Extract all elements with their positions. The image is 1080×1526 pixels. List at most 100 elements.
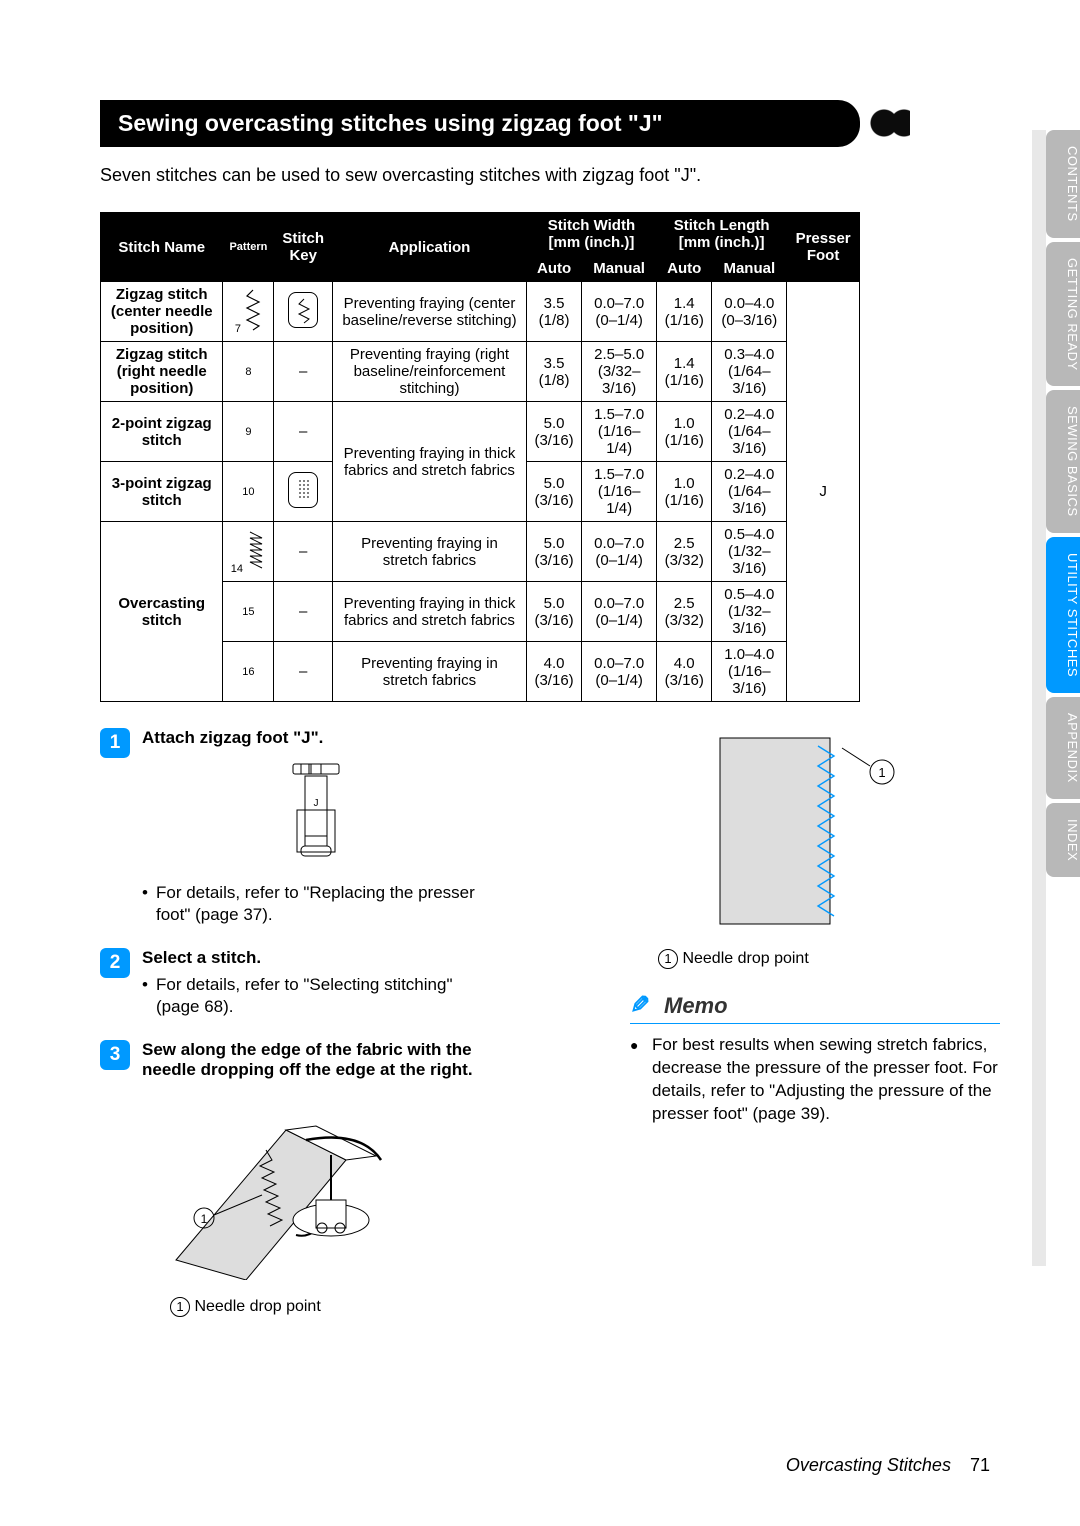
page-footer: Overcasting Stitches 71 (786, 1455, 990, 1476)
cell-wa: 3.5 (1/8) (526, 342, 581, 402)
step-title: Sew along the edge of the fabric with th… (142, 1040, 490, 1080)
cell-key: – (274, 642, 333, 702)
cell-lm: 0.2–4.0 (1/64–3/16) (712, 402, 787, 462)
cell-name: Zigzag stitch (right needle position) (101, 342, 223, 402)
cell-lm: 0.5–4.0 (1/32–3/16) (712, 522, 787, 582)
svg-text:1: 1 (201, 1212, 208, 1226)
table-row: 2-point zigzag stitch 9 – Preventing fra… (101, 402, 860, 462)
cell-wa: 5.0 (3/16) (526, 582, 581, 642)
step-number: 3 (100, 1040, 130, 1070)
steps-column: 1 Attach zigzag foot "J". J For details,… (100, 728, 490, 1339)
th-name: Stitch Name (101, 213, 223, 282)
footer-section: Overcasting Stitches (786, 1455, 951, 1475)
th-foot: Presser Foot (787, 213, 860, 282)
step-body: For details, refer to "Replacing the pre… (142, 882, 490, 926)
cell-key: – (274, 342, 333, 402)
cell-wa: 4.0 (3/16) (526, 642, 581, 702)
step-number: 2 (100, 948, 130, 978)
cell-app: Preventing fraying in thick fabrics and … (333, 402, 527, 522)
cell-name: Overcasting stitch (101, 522, 223, 702)
memo-heading: Memo (630, 993, 1000, 1024)
step-1: 1 Attach zigzag foot "J". J For details,… (100, 728, 490, 926)
section-subtitle: Seven stitches can be used to sew overca… (100, 165, 1040, 186)
cell-wm: 2.5–5.0 (3/32–3/16) (582, 342, 657, 402)
step-body: For details, refer to "Selecting stitchi… (142, 974, 490, 1018)
cell-pattern: 16 (223, 642, 274, 702)
cell-la: 1.0 (1/16) (657, 402, 712, 462)
cell-name: 3-point zigzag stitch (101, 462, 223, 522)
cell-la: 4.0 (3/16) (657, 642, 712, 702)
cell-key: – (274, 522, 333, 582)
cell-lm: 1.0–4.0 (1/16–3/16) (712, 642, 787, 702)
sewing-diagram: 1 (166, 1100, 426, 1280)
step-3: 3 Sew along the edge of the fabric with … (100, 1040, 490, 1317)
cell-lm: 0.0–4.0 (0–3/16) (712, 282, 787, 342)
right-column: 1 1 Needle drop point Memo For best resu… (630, 728, 1000, 1126)
stitch-key-icon (288, 472, 318, 508)
cell-wm: 0.0–7.0 (0–1/4) (582, 582, 657, 642)
cell-pattern: 10 (223, 462, 274, 522)
svg-text:1: 1 (878, 765, 885, 780)
cell-pattern: 9 (223, 402, 274, 462)
table-row: Zigzag stitch (right needle position) 8 … (101, 342, 860, 402)
cell-key (274, 282, 333, 342)
th-key: Stitch Key (274, 213, 333, 282)
cell-wm: 0.0–7.0 (0–1/4) (582, 282, 657, 342)
cell-la: 1.4 (1/16) (657, 342, 712, 402)
zigzag-icon (244, 288, 262, 332)
cell-key: – (274, 402, 333, 462)
step-title: Select a stitch. (142, 948, 490, 968)
cell-key (274, 462, 333, 522)
cell-app: Preventing fraying (center baseline/reve… (333, 282, 527, 342)
stitch-table: Stitch Name Pattern Stitch Key Applicati… (100, 212, 860, 702)
cell-app: Preventing fraying (right baseline/reinf… (333, 342, 527, 402)
th-w-manual: Manual (582, 256, 657, 282)
th-length: Stitch Length [mm (inch.)] (657, 213, 787, 256)
step-title: Attach zigzag foot "J". (142, 728, 490, 748)
cell-wm: 1.5–7.0 (1/16–1/4) (582, 402, 657, 462)
cell-app: Preventing fraying in stretch fabrics (333, 522, 527, 582)
cell-wa: 5.0 (3/16) (526, 462, 581, 522)
cell-app: Preventing fraying in thick fabrics and … (333, 582, 527, 642)
presser-foot-diagram: J (271, 758, 361, 868)
cell-wm: 1.5–7.0 (1/16–1/4) (582, 462, 657, 522)
cell-wa: 3.5 (1/8) (526, 282, 581, 342)
svg-text:J: J (314, 798, 319, 809)
section-title: Sewing overcasting stitches using zigzag… (100, 100, 860, 147)
caption: 1 Needle drop point (658, 949, 1000, 969)
cell-lm: 0.5–4.0 (1/32–3/16) (712, 582, 787, 642)
cell-pattern: 7 (223, 282, 274, 342)
cell-pattern: 8 (223, 342, 274, 402)
cell-foot: J (787, 282, 860, 702)
cell-key: – (274, 582, 333, 642)
overcast-icon (246, 528, 266, 572)
fabric-edge-diagram: 1 (710, 728, 910, 934)
step-number: 1 (100, 728, 130, 758)
cell-name: Zigzag stitch (center needle position) (101, 282, 223, 342)
cell-lm: 0.2–4.0 (1/64–3/16) (712, 462, 787, 522)
caption: 1 Needle drop point (170, 1297, 490, 1317)
table-row: Overcasting stitch 14 – Preventing frayi… (101, 522, 860, 582)
cell-la: 1.4 (1/16) (657, 282, 712, 342)
cell-lm: 0.3–4.0 (1/64–3/16) (712, 342, 787, 402)
memo-text: For best results when sewing stretch fab… (630, 1034, 1000, 1126)
th-l-auto: Auto (657, 256, 712, 282)
th-pattern: Pattern (223, 213, 274, 282)
cell-name: 2-point zigzag stitch (101, 402, 223, 462)
cell-la: 2.5 (3/32) (657, 522, 712, 582)
th-app: Application (333, 213, 527, 282)
table-row: Zigzag stitch (center needle position) 7… (101, 282, 860, 342)
th-w-auto: Auto (526, 256, 581, 282)
stitch-key-icon (288, 292, 318, 328)
tab-index[interactable]: INDEX (1046, 803, 1080, 877)
page-number: 71 (970, 1455, 990, 1475)
th-l-manual: Manual (712, 256, 787, 282)
cell-wm: 0.0–7.0 (0–1/4) (582, 642, 657, 702)
cell-pattern: 15 (223, 582, 274, 642)
cell-wa: 5.0 (3/16) (526, 402, 581, 462)
cell-pattern: 14 (223, 522, 274, 582)
cell-wa: 5.0 (3/16) (526, 522, 581, 582)
cell-wm: 0.0–7.0 (0–1/4) (582, 522, 657, 582)
cell-la: 1.0 (1/16) (657, 462, 712, 522)
step-2: 2 Select a stitch. For details, refer to… (100, 948, 490, 1018)
